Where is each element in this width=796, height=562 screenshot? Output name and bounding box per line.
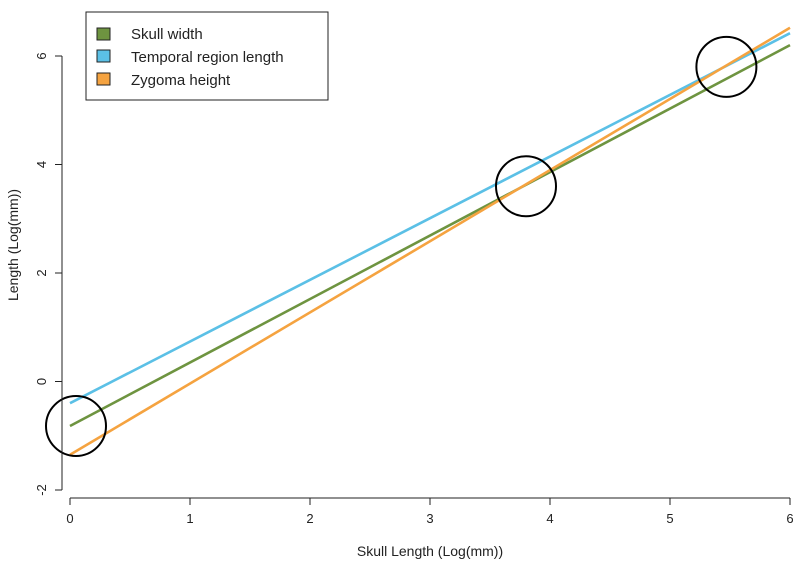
legend-swatch-temporal-region-length bbox=[96, 49, 111, 63]
x-tick-label: 3 bbox=[426, 511, 433, 526]
y-tick-label: 6 bbox=[34, 52, 49, 59]
series-line-0 bbox=[69, 44, 791, 428]
y-tick-label: -2 bbox=[34, 484, 49, 496]
annotation-circle-1 bbox=[495, 155, 557, 218]
y-tick-label: 2 bbox=[34, 269, 49, 276]
annotation-circle-2 bbox=[695, 35, 758, 98]
annotation-circle-0 bbox=[45, 394, 107, 457]
legend-box bbox=[85, 11, 329, 101]
legend-label-zygoma-height: Zygoma height bbox=[131, 72, 231, 89]
series-line-2 bbox=[69, 26, 791, 456]
y-tick-label: 0 bbox=[34, 378, 49, 385]
legend-swatch-zygoma-height bbox=[96, 72, 111, 86]
plot-area bbox=[45, 26, 791, 457]
axes: 0 1 2 3 4 5 6 -2 0 2 4 6 bbox=[34, 52, 794, 526]
legend-swatch-skull-width bbox=[96, 27, 111, 41]
x-tick-label: 2 bbox=[306, 511, 313, 526]
x-tick-label: 4 bbox=[546, 511, 553, 526]
y-axis-title: Length (Log(mm)) bbox=[5, 189, 21, 301]
legend-label-temporal-region-length: Temporal region length bbox=[131, 49, 284, 66]
legend-label-skull-width: Skull width bbox=[131, 26, 203, 43]
x-tick-label: 5 bbox=[666, 511, 673, 526]
x-tick-label: 1 bbox=[186, 511, 193, 526]
x-tick-label: 6 bbox=[786, 511, 793, 526]
x-axis-title: Skull Length (Log(mm)) bbox=[357, 543, 503, 559]
series-line-1 bbox=[69, 32, 791, 405]
legend: Skull width Temporal region length Zygom… bbox=[85, 11, 329, 101]
x-tick-label: 0 bbox=[66, 511, 73, 526]
y-tick-label: 4 bbox=[34, 161, 49, 168]
